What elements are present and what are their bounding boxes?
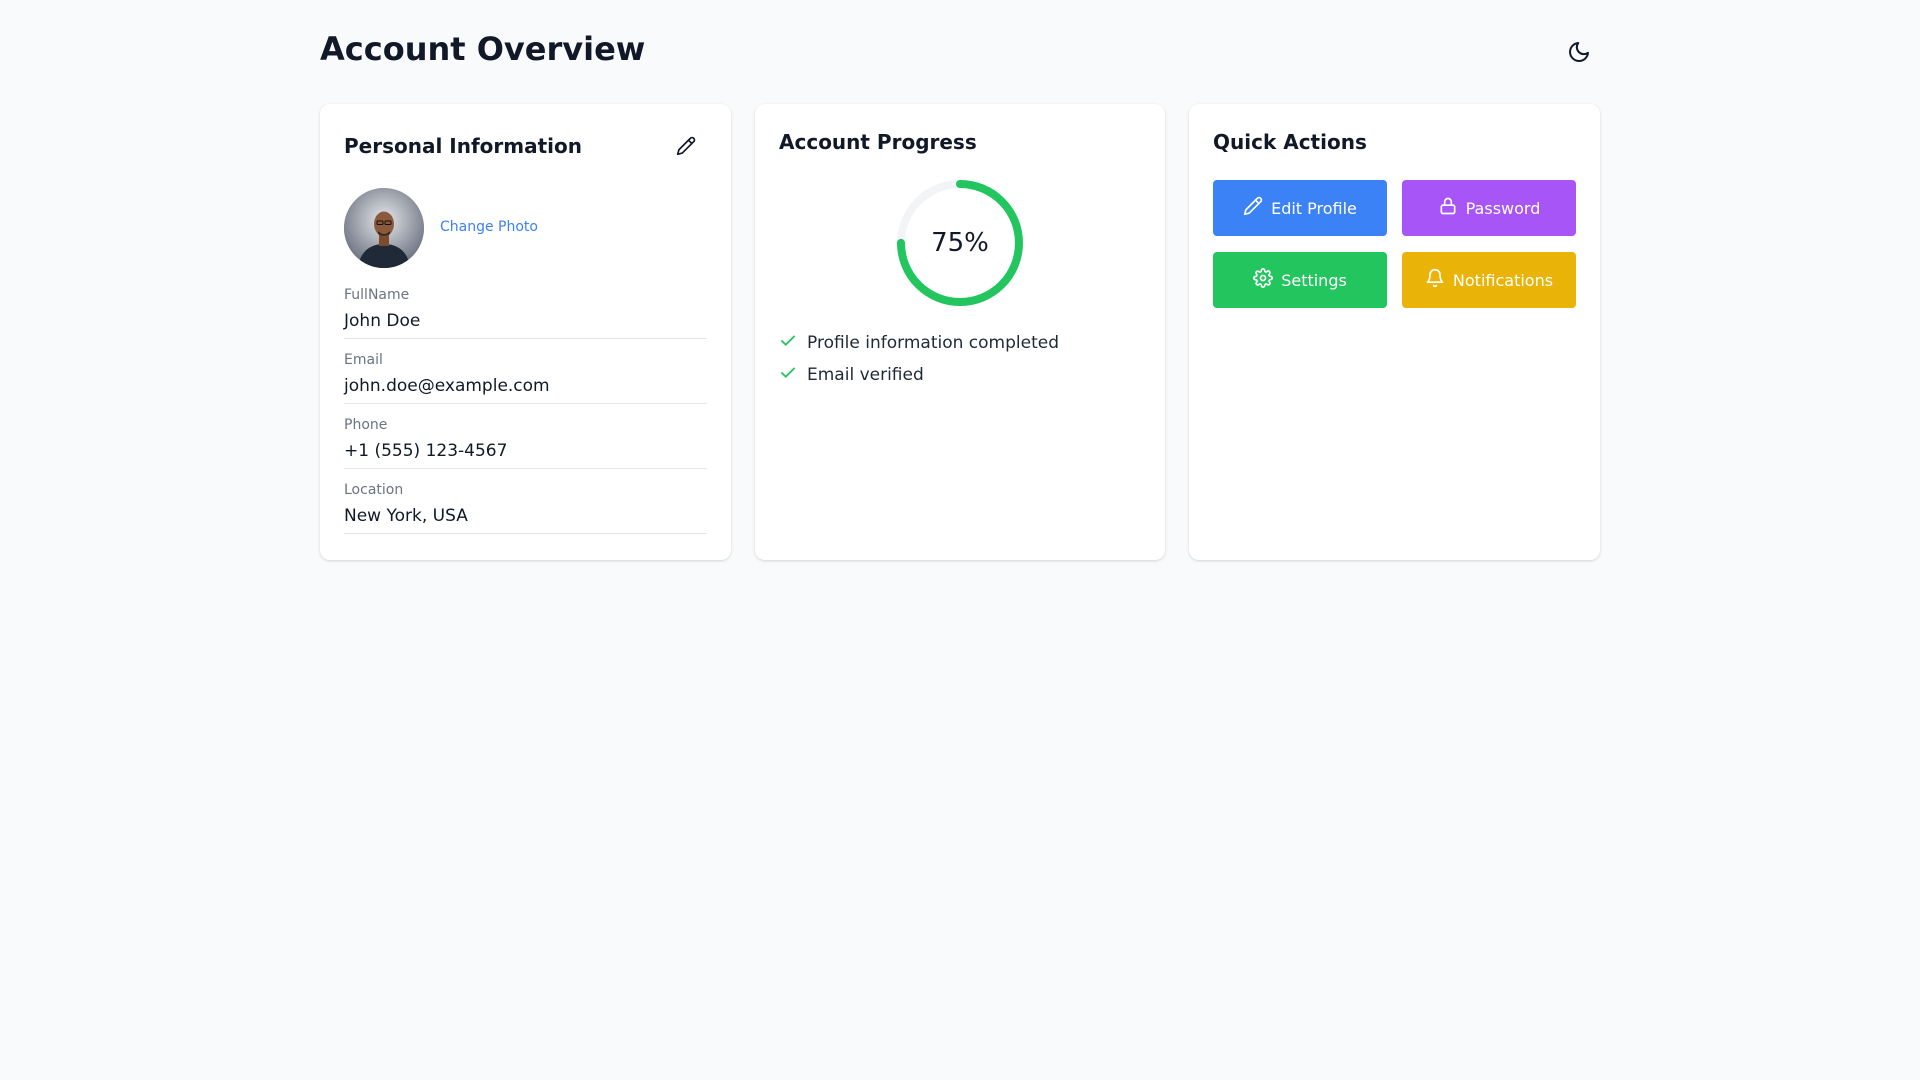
edit-profile-button[interactable]: Edit Profile: [1213, 180, 1387, 236]
email-label: Email: [344, 352, 383, 368]
settings-label: Settings: [1281, 270, 1347, 290]
progress-item-label: Email verified: [807, 365, 924, 385]
password-button[interactable]: Password: [1402, 180, 1576, 236]
check-icon: [779, 364, 807, 387]
quick-actions-title: Quick Actions: [1213, 130, 1367, 154]
pencil-icon: [1243, 196, 1271, 220]
location-value: New York, USA: [344, 506, 468, 526]
settings-button[interactable]: Settings: [1213, 252, 1387, 308]
location-label: Location: [344, 482, 404, 498]
quick-actions-card: Quick Actions Edit Profile Password: [1189, 104, 1600, 560]
change-photo-link[interactable]: Change Photo: [440, 219, 538, 235]
notifications-button[interactable]: Notifications: [1402, 252, 1576, 308]
progress-percent: 75%: [931, 228, 989, 258]
progress-item-profile: Profile information completed: [779, 331, 1059, 355]
lock-icon: [1438, 196, 1466, 220]
account-progress-title: Account Progress: [779, 130, 977, 154]
location-field: Location New York, USA: [344, 482, 707, 534]
fullname-field: FullName John Doe: [344, 287, 707, 339]
progress-ring-fill: [897, 180, 1023, 306]
page-title: Account Overview: [320, 30, 646, 68]
theme-toggle-button[interactable]: [1560, 34, 1598, 72]
person-portrait-icon: [344, 188, 424, 268]
avatar: [344, 188, 424, 268]
progress-item-label: Profile information completed: [807, 333, 1059, 353]
progress-ring: 75%: [895, 178, 1025, 308]
email-value: john.doe@example.com: [344, 376, 550, 396]
account-progress-card: Account Progress 75% Profile information…: [755, 104, 1165, 560]
personal-information-title: Personal Information: [344, 134, 582, 158]
personal-information-card: Personal Information: [320, 104, 731, 560]
phone-field: Phone +1 (555) 123-4567: [344, 417, 707, 469]
pencil-icon: [676, 136, 696, 159]
phone-label: Phone: [344, 417, 388, 433]
bell-icon: [1425, 268, 1453, 292]
password-label: Password: [1465, 198, 1541, 218]
phone-value: +1 (555) 123-4567: [344, 441, 508, 461]
edit-personal-info-button[interactable]: [669, 130, 703, 164]
fullname-value: John Doe: [344, 311, 421, 331]
check-icon: [779, 332, 807, 355]
moon-icon: [1567, 40, 1591, 67]
progress-item-email: Email verified: [779, 363, 924, 387]
fullname-label: FullName: [344, 287, 410, 303]
notifications-label: Notifications: [1452, 270, 1554, 290]
gear-icon: [1253, 268, 1281, 292]
edit-profile-label: Edit Profile: [1271, 198, 1357, 218]
email-field: Email john.doe@example.com: [344, 352, 707, 404]
